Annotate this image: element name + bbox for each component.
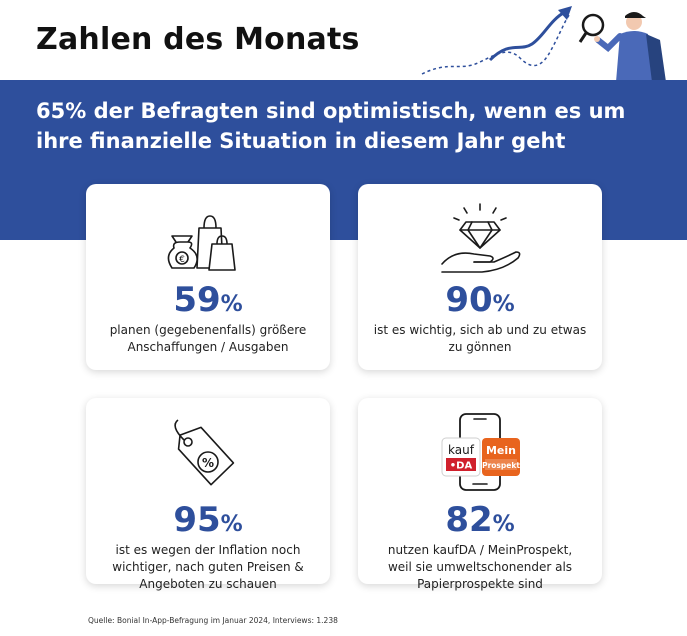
- stat-value: 59%: [86, 280, 330, 325]
- headline: 65% der Befragten sind optimistisch, wen…: [36, 96, 656, 156]
- headline-line-1: 65% der Befragten sind optimistisch, wen…: [36, 99, 626, 123]
- price-tag-percent-symbol: %: [202, 456, 214, 470]
- shopping-bags-icon: €: [167, 215, 236, 271]
- stat-description-line: planen (gegebenenfalls) größere: [109, 323, 307, 337]
- stat-value: 95%: [86, 500, 330, 545]
- headline-line-2: ihre finanzielle Situation in diesem Jah…: [36, 129, 566, 153]
- stat-card-treat-yourself: 90% ist es wichtig, sich ab und zu etwas…: [358, 184, 602, 370]
- stat-number: 95: [173, 500, 221, 540]
- stat-description-line: ist es wegen der Inflation noch: [115, 543, 301, 557]
- stat-number: 82: [445, 500, 493, 540]
- stat-description-line: Angeboten zu schauen: [139, 577, 277, 591]
- stat-description: ist es wichtig, sich ab und zu etwas zu …: [368, 322, 592, 356]
- stat-number: 90: [445, 280, 493, 320]
- stat-description-line: ist es wichtig, sich ab und zu etwas: [373, 323, 587, 337]
- stat-unit: %: [220, 512, 243, 537]
- stat-value: 90%: [358, 280, 602, 325]
- kaufda-logo-top: kauf: [448, 443, 475, 457]
- stat-number: 59: [173, 280, 221, 320]
- stat-description: ist es wegen der Inflation noch wichtige…: [96, 542, 320, 593]
- stat-description-line: Anschaffungen / Ausgaben: [127, 340, 289, 354]
- analyst-with-magnifier-illustration: [421, 6, 666, 82]
- stat-card-inflation: % 95% ist es wegen der Inflation noch wi…: [86, 398, 330, 591]
- stat-unit: %: [220, 292, 243, 317]
- stat-description: nutzen kaufDA / MeinProspekt, weil sie u…: [368, 542, 592, 593]
- stat-value: 82%: [358, 500, 602, 545]
- stat-card-purchases: € 59% planen (gegebenenfalls) größere An…: [86, 184, 330, 370]
- meinprospekt-logo-bottom: Prospekt: [482, 461, 520, 470]
- stat-card-app-usage: kauf •DA Mein Prospekt 82% nutzen kaufDA…: [358, 398, 602, 591]
- source-note: Quelle: Bonial In-App-Befragung im Janua…: [88, 616, 338, 625]
- stat-unit: %: [492, 512, 515, 537]
- stat-description-line: wichtiger, nach guten Preisen &: [112, 560, 304, 574]
- meinprospekt-logo-top: Mein: [486, 444, 516, 457]
- stat-unit: %: [492, 292, 515, 317]
- stat-description-line: zu gönnen: [448, 340, 512, 354]
- stat-description-line: Papierprospekte sind: [417, 577, 543, 591]
- money-sack-euro-symbol: €: [179, 255, 185, 265]
- stat-description-line: weil sie umweltschonender als: [387, 560, 573, 574]
- price-tag-icon: %: [174, 419, 235, 486]
- page-title: Zahlen des Monats: [36, 22, 360, 57]
- stat-description-line: nutzen kaufDA / MeinProspekt,: [387, 543, 573, 557]
- diamond-hand-icon: [441, 203, 521, 273]
- kaufda-logo-bottom: •DA: [450, 461, 473, 472]
- stat-description: planen (gegebenenfalls) größere Anschaff…: [96, 322, 320, 356]
- smartphone-apps-icon: kauf •DA Mein Prospekt: [441, 413, 520, 491]
